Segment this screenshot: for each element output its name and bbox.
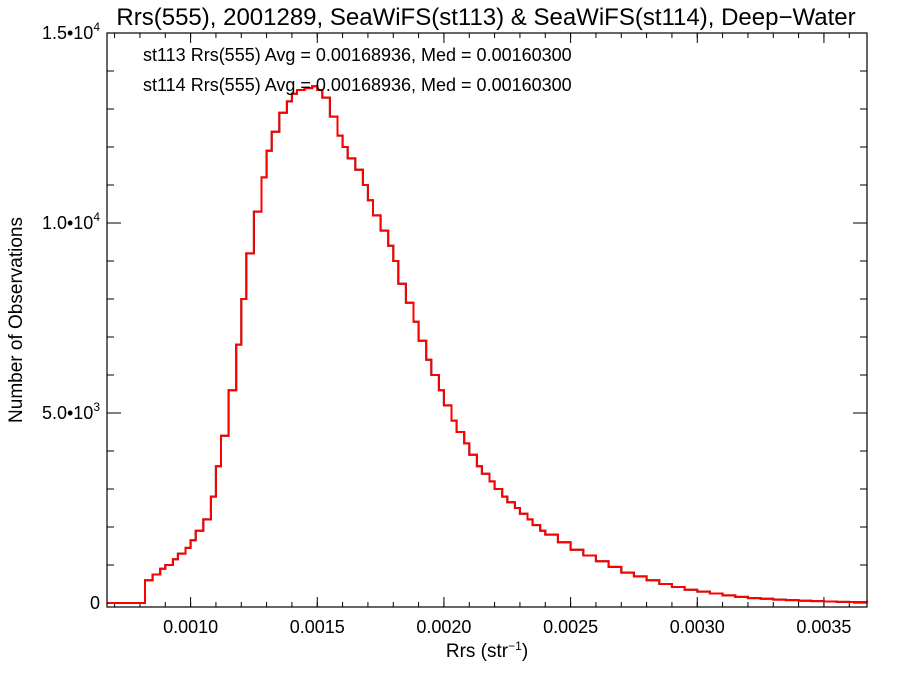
series-line-1 <box>107 85 868 604</box>
y-tick-label-1: 5.0•103 <box>42 400 100 423</box>
y-tick-label-3: 1.5•104 <box>42 20 100 43</box>
chart-title: Rrs(555), 2001289, SeaWiFS(st113) & SeaW… <box>116 4 855 31</box>
x-tick-label-3: 0.0025 <box>543 617 598 637</box>
minor-ticks <box>107 33 867 607</box>
x-axis-label-base: Rrs (str <box>446 641 509 662</box>
x-tick-label-1: 0.0015 <box>290 617 345 637</box>
y-axis-label: Number of Observations <box>6 217 27 423</box>
plot-frame <box>106 32 868 608</box>
y-tick-label-0: 0 <box>90 593 100 613</box>
y-axis-ticks: 0 5.0•103 1.0•104 1.5•104 <box>42 20 867 613</box>
x-axis-label: Rrs (str−1) <box>446 639 528 662</box>
series-layer <box>107 85 868 604</box>
x-axis-ticks: 0.0010 0.0015 0.0020 0.0025 0.0030 0.0035 <box>163 33 851 637</box>
y-tick-label-2: 1.0•104 <box>42 210 100 233</box>
legend-entry-st114: st114 Rrs(555) Avg = 0.00168936, Med = 0… <box>143 75 572 95</box>
x-tick-label-5: 0.0035 <box>796 617 851 637</box>
x-axis-label-sup: −1 <box>508 639 522 653</box>
x-tick-label-0: 0.0010 <box>163 617 218 637</box>
x-tick-label-4: 0.0030 <box>670 617 725 637</box>
legend-entry-st113: st113 Rrs(555) Avg = 0.00168936, Med = 0… <box>143 45 572 65</box>
x-tick-label-2: 0.0020 <box>416 617 471 637</box>
x-axis-label-close: ) <box>522 641 528 662</box>
